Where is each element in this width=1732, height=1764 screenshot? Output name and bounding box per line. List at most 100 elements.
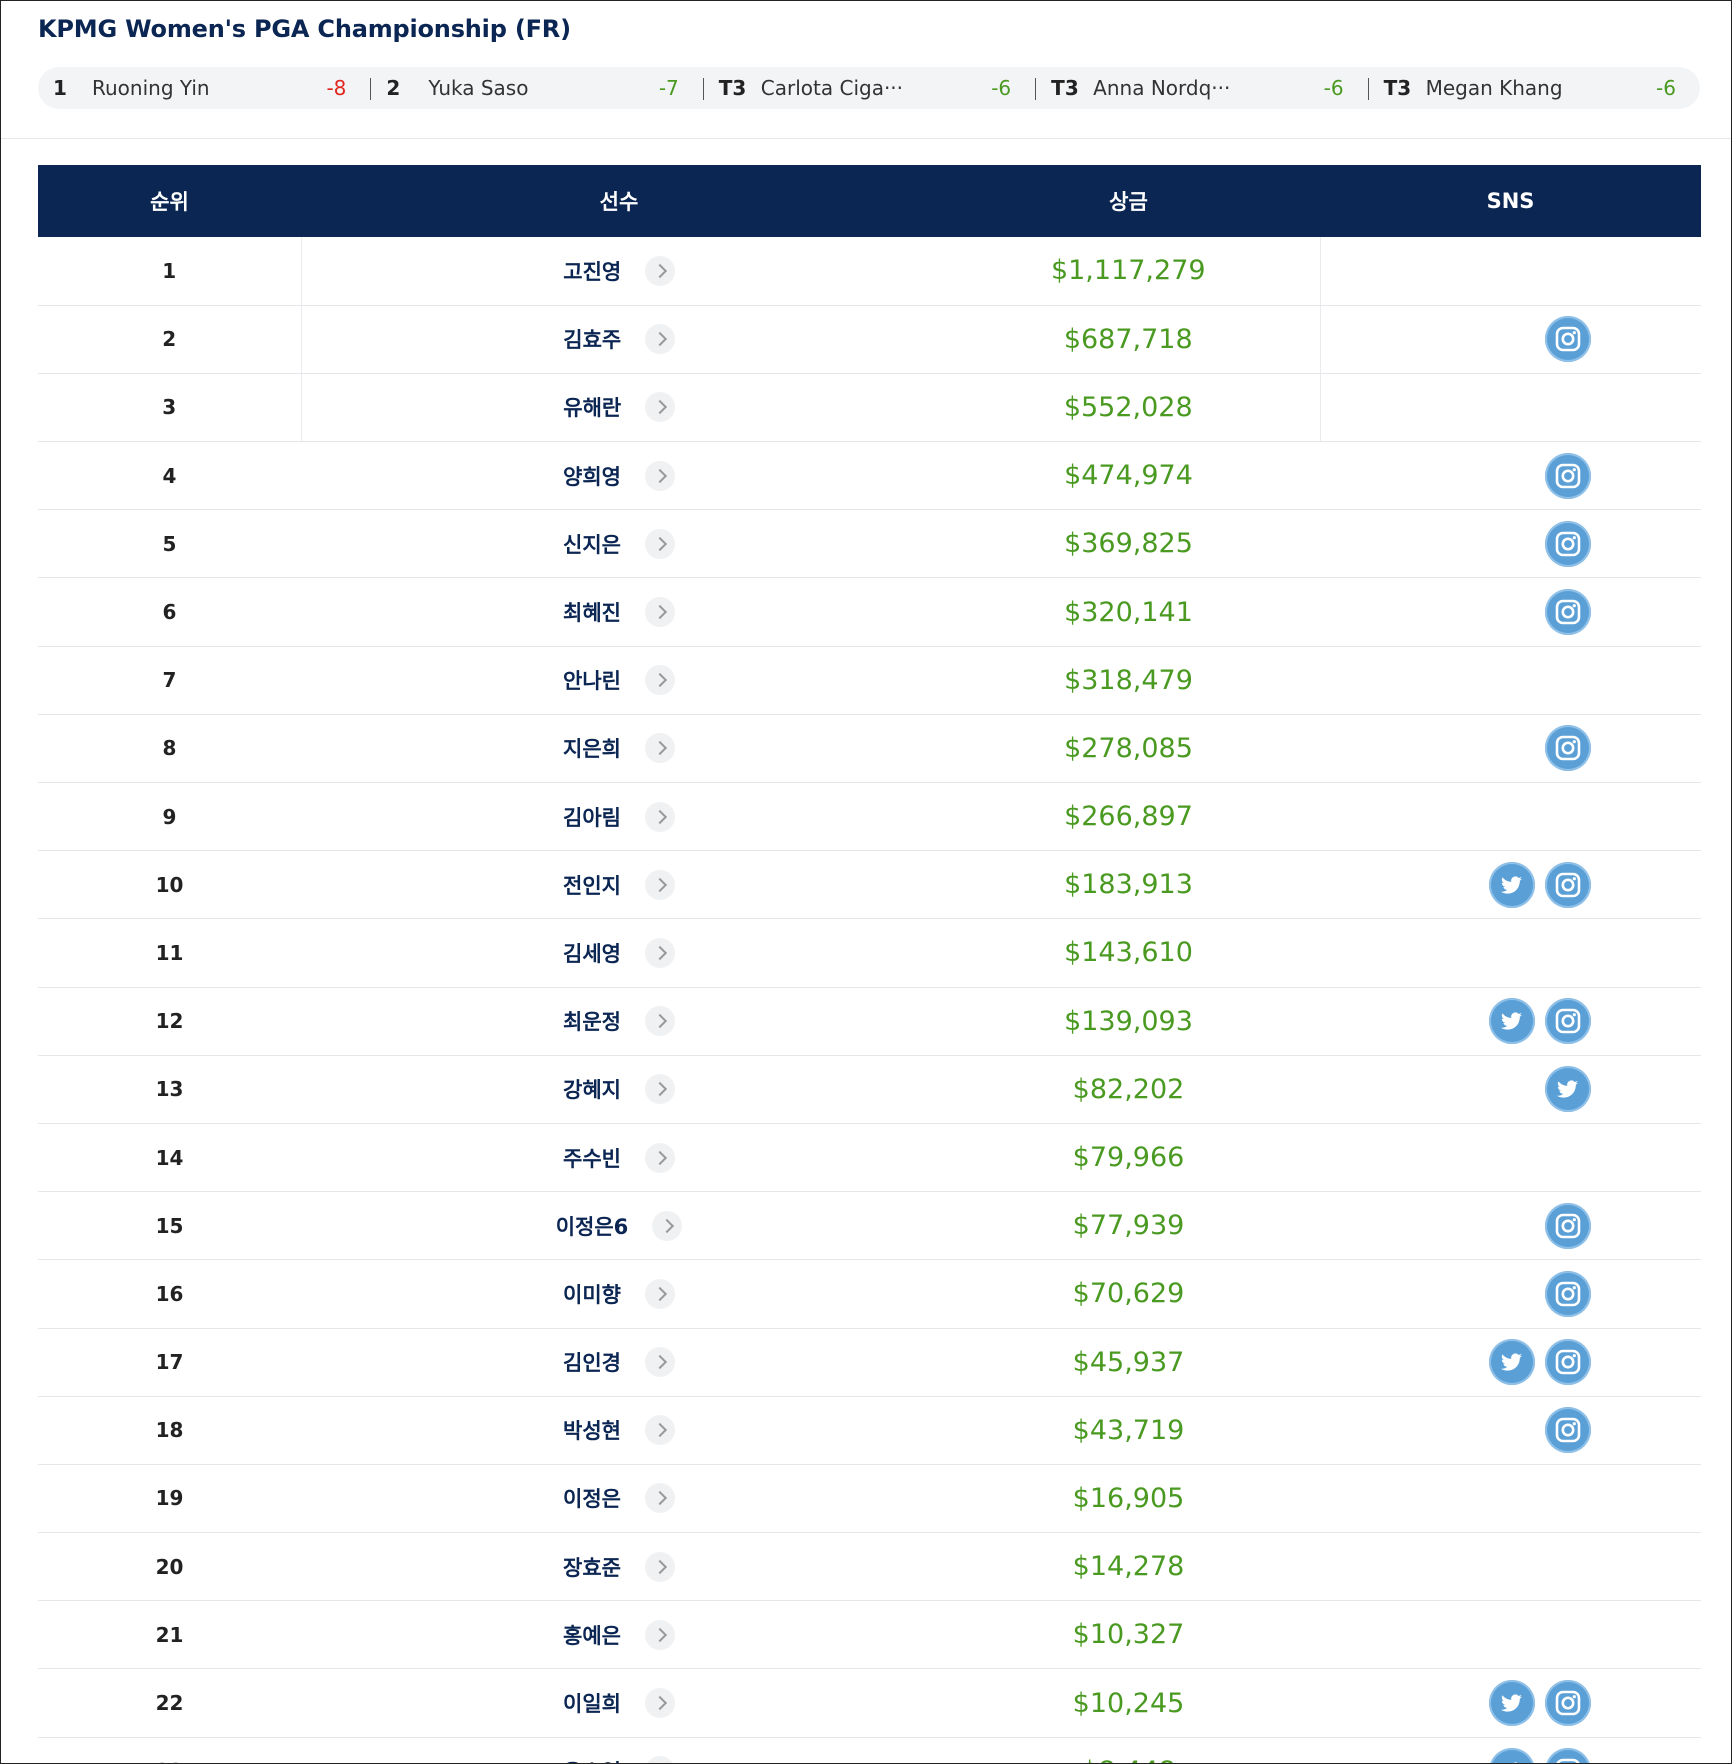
chevron-right-icon[interactable] [644, 1347, 675, 1378]
player-link[interactable]: 고진영 [563, 255, 676, 286]
twitter-icon[interactable] [1489, 1339, 1535, 1386]
player-name: 강혜지 [563, 1078, 621, 1103]
leaderboard-item[interactable]: T3 Anna Nordq··· -6 [1035, 67, 1367, 109]
player-cell: 이일희 [301, 1668, 937, 1738]
tournament-header: KPMG Women's PGA Championship (FR) 1 Ruon… [1, 1, 1731, 139]
leaderboard-player-name: Yuka Saso [428, 76, 529, 100]
table-row: 8 지은희 $278,085 [38, 714, 1701, 784]
instagram-icon[interactable] [1545, 725, 1591, 772]
twitter-icon[interactable] [1545, 1066, 1591, 1113]
rank-cell: 13 [38, 1055, 301, 1124]
player-name: 신지은 [563, 532, 621, 557]
instagram-icon[interactable] [1545, 998, 1591, 1045]
player-name: 이정은6 [555, 1214, 629, 1239]
prize-cell: $10,327 [937, 1600, 1320, 1670]
table-row: 3 유해란 $552,028 [38, 373, 1701, 443]
sns-cell [1319, 305, 1701, 374]
chevron-right-icon[interactable] [644, 1074, 675, 1105]
tournament-title[interactable]: KPMG Women's PGA Championship (FR) [38, 15, 571, 43]
player-link[interactable]: 이정은6 [555, 1210, 683, 1241]
prize-cell: $320,141 [937, 577, 1320, 647]
player-link[interactable]: 김아림 [563, 801, 675, 832]
player-link[interactable]: 신지은 [563, 528, 675, 559]
instagram-icon[interactable] [1545, 452, 1591, 499]
table-row: 2 김효주 $687,718 [38, 305, 1701, 374]
player-link[interactable]: 최혜진 [563, 597, 675, 628]
chevron-right-icon[interactable] [644, 1006, 675, 1037]
player-link[interactable]: 홍예은 [563, 1619, 675, 1650]
chevron-right-icon[interactable] [644, 801, 675, 832]
chevron-right-icon[interactable] [644, 869, 675, 900]
player-link[interactable]: 박성현 [563, 1415, 675, 1446]
chevron-right-icon[interactable] [644, 1278, 675, 1309]
prize-money-table: 순위 선수 상금 SNS 1 고진영 $1,117,279 2 김효주 $687,718 3… [38, 165, 1701, 1763]
instagram-icon[interactable] [1545, 520, 1591, 567]
chevron-right-icon[interactable] [645, 324, 676, 355]
player-link[interactable]: 이정은 [563, 1483, 675, 1514]
leaderboard-item[interactable]: 2 Yuka Saso -7 [370, 67, 702, 109]
chevron-right-icon[interactable] [644, 1619, 675, 1650]
chevron-right-icon[interactable] [652, 1210, 683, 1241]
player-link[interactable]: 이일희 [563, 1688, 675, 1719]
instagram-icon[interactable] [1545, 861, 1591, 908]
chevron-right-icon[interactable] [644, 528, 675, 559]
player-link[interactable]: 김세영 [563, 937, 675, 968]
twitter-icon[interactable] [1489, 1748, 1535, 1763]
leaderboard-item[interactable]: T3 Carlota Ciga··· -6 [702, 67, 1035, 109]
instagram-icon[interactable] [1545, 1270, 1591, 1317]
rank-cell: 17 [38, 1328, 301, 1397]
player-cell: 안나린 [301, 646, 937, 715]
sns-cell [1320, 1259, 1701, 1329]
player-link[interactable]: 안나린 [563, 665, 675, 696]
instagram-icon[interactable] [1545, 1748, 1591, 1763]
player-link[interactable]: 지은희 [563, 733, 675, 764]
chevron-right-icon[interactable] [645, 392, 676, 423]
player-link[interactable]: 양희영 [563, 460, 675, 491]
player-link[interactable]: 유해란 [563, 392, 676, 423]
chevron-right-icon[interactable] [645, 255, 676, 286]
chevron-right-icon[interactable] [644, 1483, 675, 1514]
table-row: 4 양희영 $474,974 [38, 441, 1701, 511]
chevron-right-icon[interactable] [644, 937, 675, 968]
table-row: 21 홍예은 $10,327 [38, 1600, 1701, 1670]
header-prize: 상금 [937, 165, 1320, 237]
player-link[interactable]: 전인지 [563, 869, 675, 900]
leaderboard-item[interactable]: 1 Ruoning Yin -8 [38, 67, 370, 109]
twitter-icon[interactable] [1489, 998, 1535, 1045]
chevron-right-icon[interactable] [644, 665, 675, 696]
player-cell: 최혜진 [301, 577, 937, 647]
instagram-icon[interactable] [1545, 1202, 1591, 1249]
chevron-right-icon[interactable] [644, 1756, 675, 1763]
instagram-icon[interactable] [1545, 1407, 1591, 1454]
instagram-icon[interactable] [1545, 316, 1591, 363]
chevron-right-icon[interactable] [644, 733, 675, 764]
player-cell: 주수빈 [301, 1123, 937, 1193]
player-name: 김세영 [563, 941, 621, 966]
player-link[interactable]: 주수빈 [563, 1142, 675, 1173]
player-link[interactable]: 김인경 [563, 1347, 675, 1378]
player-link[interactable]: 강혜지 [563, 1074, 675, 1105]
chevron-right-icon[interactable] [644, 1551, 675, 1582]
leaderboard-item[interactable]: T3 Megan Khang -6 [1367, 67, 1700, 109]
table-row: 11 김세영 $143,610 [38, 918, 1701, 988]
player-link[interactable]: 장효준 [563, 1551, 675, 1582]
player-cell: 고진영 [300, 237, 937, 306]
player-link[interactable]: 이미향 [563, 1278, 675, 1309]
table-row: 7 안나린 $318,479 [38, 646, 1701, 715]
twitter-icon[interactable] [1489, 861, 1535, 908]
chevron-right-icon[interactable] [644, 1415, 675, 1446]
prize-cell: $266,897 [937, 782, 1320, 852]
chevron-right-icon[interactable] [644, 597, 675, 628]
player-link[interactable]: 김효주 [563, 324, 676, 355]
twitter-icon[interactable] [1489, 1680, 1535, 1727]
instagram-icon[interactable] [1545, 1680, 1591, 1727]
prize-cell: $16,905 [937, 1464, 1320, 1534]
chevron-right-icon[interactable] [644, 1688, 675, 1719]
chevron-right-icon[interactable] [644, 460, 675, 491]
player-link[interactable]: 최운정 [563, 1006, 675, 1037]
chevron-right-icon[interactable] [644, 1142, 675, 1173]
player-link[interactable]: 유소연 [563, 1756, 675, 1763]
instagram-icon[interactable] [1545, 589, 1591, 636]
rank-cell: 21 [38, 1600, 301, 1670]
instagram-icon[interactable] [1545, 1339, 1591, 1386]
